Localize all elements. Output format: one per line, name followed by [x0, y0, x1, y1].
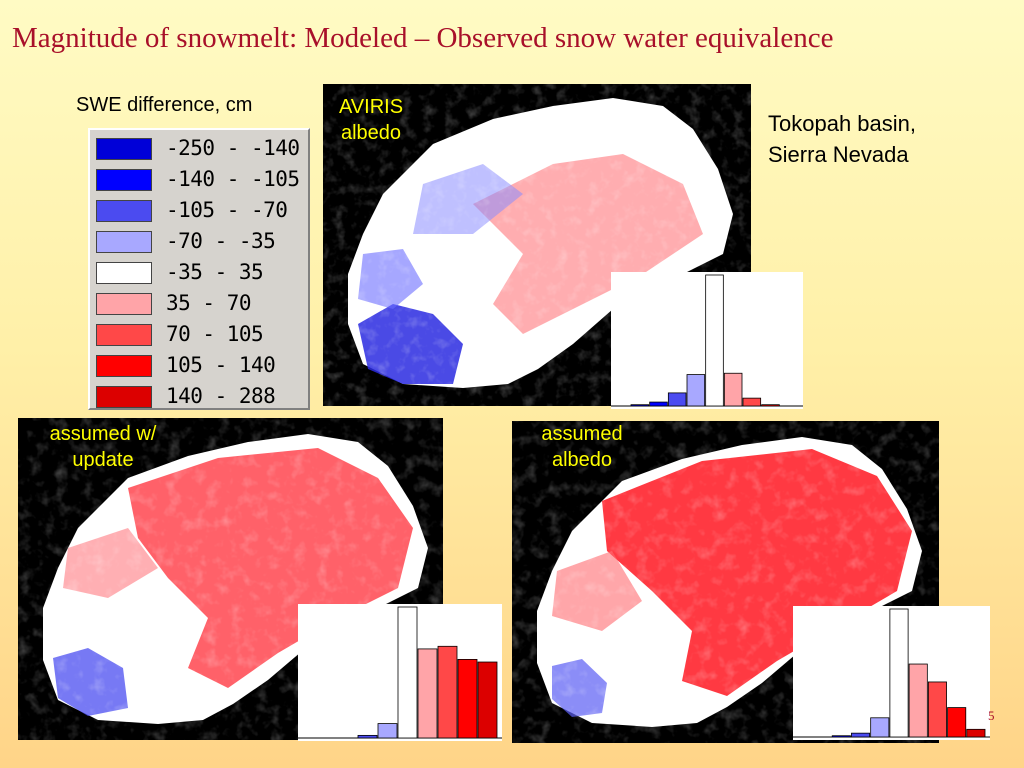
hist-bar	[357, 734, 378, 739]
legend-swatch	[96, 200, 152, 222]
hist-bar	[851, 732, 871, 738]
hist-bar	[908, 663, 928, 738]
hist-bar	[630, 404, 650, 407]
legend-box: -250 - -140 -140 - -105 -105 - -70 -70 - -3…	[88, 128, 310, 410]
hist-assumed	[793, 606, 990, 740]
legend-swatch	[96, 138, 152, 160]
hist-bar	[705, 274, 724, 407]
hist-bar	[417, 648, 438, 739]
legend-item: 140 - 288	[96, 384, 306, 410]
hist-bar	[686, 374, 706, 407]
legend-swatch	[96, 169, 152, 191]
basin-note-line1: Tokopah basin,	[768, 111, 916, 136]
legend-label: -70 - -35	[166, 229, 276, 253]
legend-swatch	[96, 324, 152, 346]
basin-note-line2: Sierra Nevada	[768, 142, 909, 167]
legend-item: -35 - 35	[96, 260, 306, 286]
legend-item: -105 - -70	[96, 198, 306, 224]
legend-item: 105 - 140	[96, 353, 306, 379]
legend-label: -105 - -70	[166, 198, 288, 222]
hist-bar	[831, 735, 851, 738]
hist-bar	[947, 707, 967, 738]
legend-swatch	[96, 262, 152, 284]
legend-label: -140 - -105	[166, 167, 300, 191]
label-assumed-line1: assumed	[541, 423, 623, 445]
label-aviris-line2: albedo	[340, 122, 402, 144]
hist-bar	[437, 645, 458, 739]
legend-item: -250 - -140	[96, 136, 306, 162]
legend-label: 35 - 70	[166, 291, 252, 315]
hist-aviris	[611, 272, 803, 409]
legend-item: -140 - -105	[96, 167, 306, 193]
legend-label: 105 - 140	[166, 353, 276, 377]
legend-swatch	[96, 231, 152, 253]
hist-bar	[667, 392, 687, 407]
hist-bar	[870, 717, 890, 738]
basin-note: Tokopah basin, Sierra Nevada	[768, 108, 916, 170]
hist-bar	[723, 372, 743, 407]
hist-bar	[397, 606, 418, 739]
legend-label: 140 - 288	[166, 384, 276, 408]
legend-swatch	[96, 355, 152, 377]
hist-bar	[889, 608, 909, 738]
map-assumed	[512, 421, 939, 743]
legend-swatch	[96, 293, 152, 315]
hist-update	[298, 604, 502, 741]
map-update-svg	[18, 418, 443, 740]
label-assumed-line2: albedo	[551, 449, 613, 471]
legend-label: -250 - -140	[166, 136, 300, 160]
label-update-line1: assumed w/	[49, 423, 157, 445]
slide-title: Magnitude of snowmelt: Modeled – Observe…	[12, 22, 834, 54]
page-number: 5	[988, 708, 995, 723]
legend-label: -35 - 35	[166, 260, 264, 284]
hist-bar	[377, 723, 398, 739]
legend-title: SWE difference, cm	[76, 94, 253, 116]
hist-aviris-svg	[611, 274, 803, 407]
label-update-line2: update	[72, 449, 134, 471]
hist-update-svg	[298, 606, 502, 739]
hist-bar	[966, 728, 986, 738]
hist-bar	[761, 404, 780, 407]
label-aviris: AVIRIS albedo	[326, 94, 416, 146]
legend-item: 35 - 70	[96, 291, 306, 317]
map-assumed-svg	[512, 421, 939, 743]
hist-bar	[927, 681, 947, 738]
legend-swatch	[96, 386, 152, 408]
legend-item: 70 - 105	[96, 322, 306, 348]
legend-label: 70 - 105	[166, 322, 264, 346]
label-aviris-line1: AVIRIS	[338, 96, 404, 118]
hist-bar	[649, 401, 668, 407]
hist-bar	[477, 661, 498, 739]
hist-bar	[742, 397, 762, 407]
label-assumed: assumed albedo	[524, 421, 640, 473]
hist-bar	[457, 659, 478, 739]
hist-assumed-svg	[793, 608, 990, 738]
legend-item: -70 - -35	[96, 229, 306, 255]
label-update: assumed w/ update	[30, 421, 176, 473]
map-update	[18, 418, 443, 740]
